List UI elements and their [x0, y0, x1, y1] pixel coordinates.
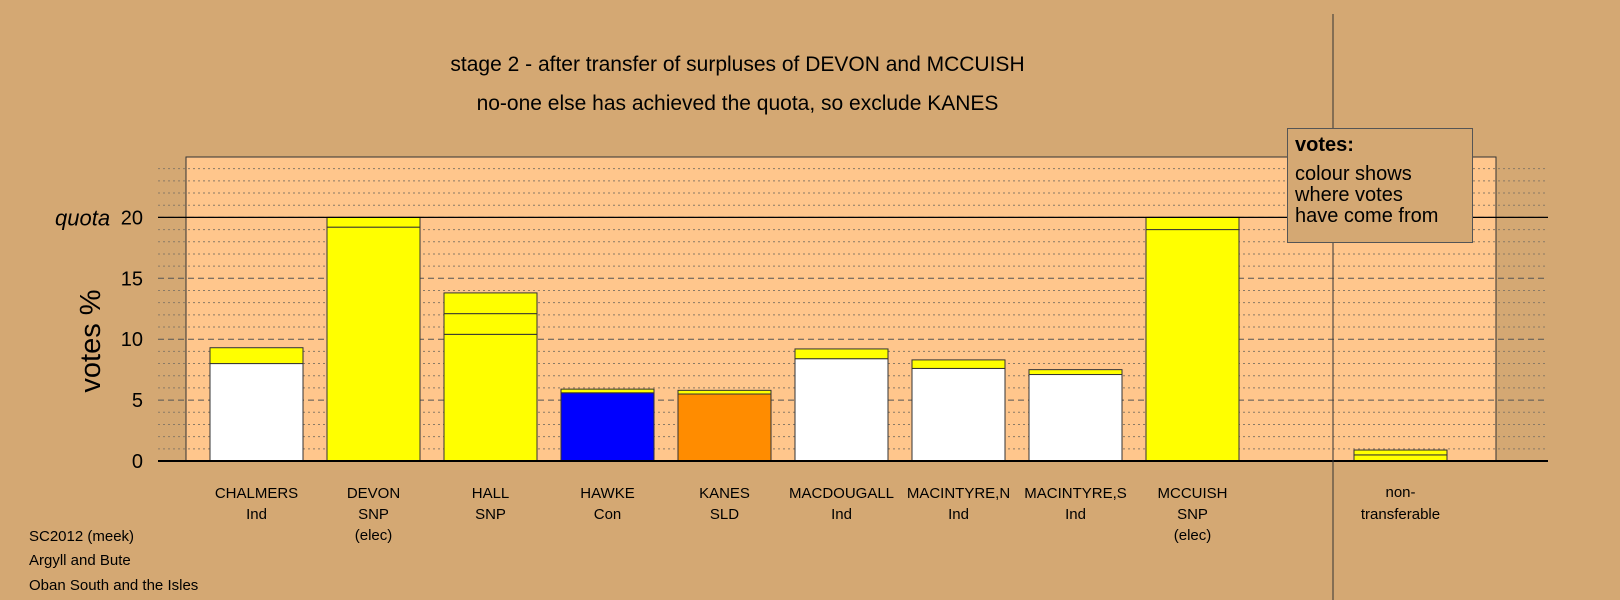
candidate-party-label: SNP: [475, 506, 506, 523]
candidate-name-label: MACINTYRE,S: [1024, 485, 1127, 502]
y-tick-label: 5: [132, 390, 143, 412]
candidate-party-label: Ind: [831, 506, 852, 523]
bar-chalmers-segment-1: [209, 363, 304, 462]
y-axis-label: votes %: [75, 289, 107, 392]
bar-devon-segment-2: [326, 216, 421, 228]
footer-ward: Oban South and the Isles: [29, 577, 199, 594]
legend: votes: colour shows where votes have com…: [1287, 128, 1473, 243]
quota-label: quota: [55, 205, 110, 230]
candidate-party-label: Ind: [948, 506, 969, 523]
bar-mccuish-segment-1: [1145, 229, 1240, 462]
chart-title: stage 2 - after transfer of surpluses of…: [450, 53, 1025, 76]
chart-subtitle: no-one else has achieved the quota, so e…: [476, 92, 999, 115]
footer-method: SC2012 (meek): [29, 528, 135, 545]
legend-title: votes:: [1295, 134, 1354, 156]
bar-hall-segment-1: [443, 333, 538, 462]
candidate-name-label: KANES: [699, 485, 750, 502]
bar-macdougall-segment-2: [794, 348, 889, 360]
bar-hawke-segment-2: [560, 388, 655, 394]
bar-macintyre-s-segment-2: [1028, 369, 1123, 376]
candidate-party-label: Ind: [246, 506, 267, 523]
candidate-name-label: MCCUISH: [1158, 485, 1228, 502]
candidate-party-label: Ind: [1065, 506, 1086, 523]
legend-line-2: where votes: [1295, 184, 1403, 206]
y-tick-label: 15: [121, 268, 143, 290]
candidate-name-label: CHALMERS: [215, 485, 298, 502]
y-tick-label: 20: [121, 207, 143, 229]
legend-line-3: have come from: [1295, 205, 1439, 227]
candidate-party-label: Con: [594, 506, 622, 523]
bar-macintyre-n-segment-2: [911, 359, 1006, 369]
candidate-name-label: MACINTYRE,N: [907, 485, 1010, 502]
legend-line-1: colour shows: [1295, 163, 1412, 185]
bar-mccuish-segment-2: [1145, 216, 1240, 231]
nontransferable-label-1: non-: [1385, 484, 1415, 501]
candidate-name-label: HALL: [472, 485, 510, 502]
candidate-name-label: HAWKE: [580, 485, 634, 502]
bar-devon-segment-1: [326, 226, 421, 462]
candidate-party-label: SLD: [710, 506, 739, 523]
candidate-party-label: SNP: [358, 506, 389, 523]
bar-kanes-segment-2: [677, 389, 772, 395]
bar-macintyre-s-segment-1: [1028, 374, 1123, 462]
candidate-name-label: MACDOUGALL: [789, 485, 894, 502]
bar-macdougall-segment-1: [794, 358, 889, 462]
bar-nontransferable-segment-2: [1353, 449, 1448, 456]
bar-hawke-segment-1: [560, 392, 655, 462]
candidate-party-label: SNP: [1177, 506, 1208, 523]
candidate-status-label: (elec): [355, 527, 393, 544]
bar-chalmers-segment-2: [209, 347, 304, 365]
y-tick-label: 0: [132, 451, 143, 473]
footer-council: Argyll and Bute: [29, 552, 131, 569]
nontransferable-label-2: transferable: [1361, 506, 1440, 523]
bar-hall-segment-3: [443, 292, 538, 315]
bar-kanes-segment-1: [677, 393, 772, 462]
bar-macintyre-n-segment-1: [911, 367, 1006, 462]
candidate-name-label: DEVON: [347, 485, 400, 502]
bar-hall-segment-2: [443, 313, 538, 335]
candidate-status-label: (elec): [1174, 527, 1212, 544]
y-tick-label: 10: [121, 329, 143, 351]
